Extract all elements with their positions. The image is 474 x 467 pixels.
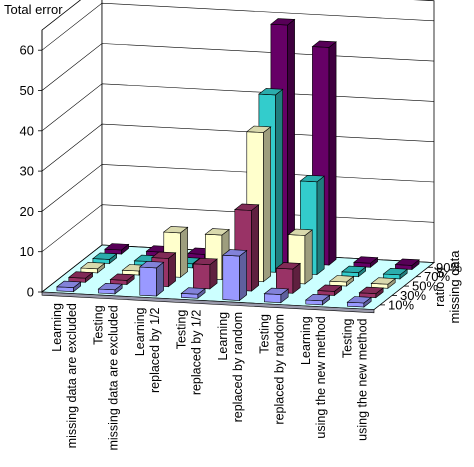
bar-top bbox=[221, 249, 248, 257]
bar bbox=[92, 252, 118, 265]
bar-top bbox=[287, 228, 314, 236]
bar-top bbox=[346, 296, 373, 304]
z-tick-label: 40 bbox=[20, 123, 34, 138]
bar bbox=[328, 275, 355, 287]
bar-front bbox=[222, 254, 240, 301]
bar bbox=[341, 265, 367, 278]
bar-top bbox=[382, 267, 409, 276]
bar bbox=[304, 293, 331, 306]
bars bbox=[56, 18, 420, 308]
bar-top bbox=[328, 275, 355, 283]
bar bbox=[299, 174, 326, 276]
bar-side bbox=[304, 229, 313, 285]
bar-front bbox=[139, 266, 157, 297]
bar-top bbox=[162, 226, 189, 234]
bar bbox=[316, 284, 343, 297]
bar-top bbox=[275, 262, 302, 270]
bar-top bbox=[80, 261, 106, 270]
category-label: Learningreplaced by 1/2 bbox=[133, 307, 162, 393]
category-label: Testingusing the new method bbox=[340, 318, 369, 440]
bar bbox=[263, 287, 290, 304]
bar-top bbox=[341, 265, 367, 273]
depth-tick-label: 70% bbox=[424, 269, 450, 284]
bar-top bbox=[394, 258, 420, 266]
bar-top bbox=[370, 277, 397, 285]
bar-top bbox=[245, 125, 272, 133]
bar bbox=[80, 261, 106, 274]
bar bbox=[97, 282, 124, 295]
bar bbox=[56, 280, 82, 293]
bar-side bbox=[275, 88, 284, 273]
category-label: Testingreplaced by 1/2 bbox=[174, 310, 203, 396]
z-tick-label: 30 bbox=[20, 164, 34, 179]
bar-top bbox=[258, 88, 284, 96]
gridline bbox=[41, 2, 435, 51]
bar-top bbox=[138, 260, 165, 269]
bar bbox=[346, 296, 373, 308]
bar-top bbox=[233, 203, 260, 211]
bar-side bbox=[251, 204, 260, 292]
z-tick-label: 50 bbox=[20, 83, 34, 98]
depth-tick-label: 50% bbox=[412, 279, 438, 294]
bar-top bbox=[304, 293, 331, 302]
category-label: Learningmissing data are excluded bbox=[50, 303, 79, 448]
bar-top bbox=[104, 243, 130, 251]
left-wall bbox=[41, 0, 103, 293]
bar-top bbox=[97, 282, 124, 291]
depth-axis-ticks: 10%30%50%70%90% bbox=[380, 260, 462, 312]
bar-side bbox=[287, 18, 295, 264]
bar-top bbox=[92, 252, 118, 260]
bar-top bbox=[316, 284, 343, 292]
bar-top bbox=[180, 287, 206, 295]
depth-axis-label: ratio ofmissing data bbox=[432, 250, 462, 324]
bar-top bbox=[270, 18, 296, 26]
depth-tick-label: 90% bbox=[436, 260, 462, 275]
bar bbox=[109, 273, 136, 286]
bar bbox=[382, 267, 409, 280]
depth-tick-label: 30% bbox=[400, 288, 426, 303]
bar-front bbox=[263, 293, 282, 304]
category-label: Testingmissing data are excluded bbox=[91, 305, 120, 450]
z-tick-label: 10 bbox=[20, 244, 34, 259]
bar-top bbox=[353, 256, 379, 264]
bar bbox=[275, 262, 302, 294]
bar bbox=[370, 277, 397, 289]
bar-top bbox=[311, 40, 337, 48]
bar bbox=[353, 256, 379, 268]
bar bbox=[358, 286, 385, 299]
bar-side bbox=[180, 226, 188, 278]
bar-side bbox=[239, 249, 247, 302]
bar-top bbox=[56, 280, 82, 288]
bar-side bbox=[328, 41, 337, 266]
bar bbox=[180, 287, 206, 299]
bar-side bbox=[263, 126, 272, 283]
category-label: Learningreplaced by random bbox=[216, 312, 245, 423]
z-tick-label: 60 bbox=[20, 43, 34, 58]
bar-front bbox=[193, 263, 211, 290]
bar-top bbox=[67, 271, 94, 279]
z-axis-ticks: 0 10 20 30 40 50 60 bbox=[20, 30, 43, 300]
bar-top bbox=[358, 286, 385, 294]
bar-top bbox=[263, 287, 290, 295]
bar bbox=[221, 249, 248, 302]
bar bbox=[138, 260, 165, 297]
category-label: Testingreplaced by random bbox=[257, 314, 286, 425]
z-tick-label: 20 bbox=[20, 204, 34, 219]
category-label: Learningusing the new method bbox=[299, 316, 328, 438]
bar-side bbox=[316, 175, 325, 276]
floor-edge bbox=[41, 291, 375, 314]
category-labels: Learningmissing data are excluded Testing… bbox=[50, 303, 369, 450]
bar-top bbox=[192, 257, 218, 266]
bar-top bbox=[150, 251, 177, 259]
bar-top bbox=[204, 228, 230, 236]
z-tick-label: 0 bbox=[27, 285, 34, 300]
depth-tick-label: 10% bbox=[388, 297, 414, 312]
bar-top bbox=[109, 273, 136, 281]
bar bbox=[192, 257, 218, 290]
bar-top bbox=[299, 174, 326, 183]
z-axis-label: Total error bbox=[4, 2, 63, 17]
